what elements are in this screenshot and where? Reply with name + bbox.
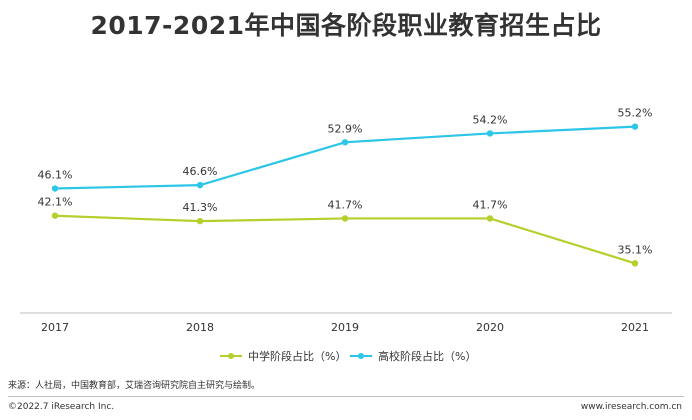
- x-tick-label-2019: 2019: [331, 321, 359, 334]
- data-label-2-2021: 55.2%: [618, 107, 653, 120]
- series-line-2: [54, 125, 636, 190]
- legend-label-2: 高校阶段占比（%）: [378, 349, 476, 363]
- data-point-1-2021: [631, 260, 639, 267]
- website: www.iresearch.com.cn: [580, 402, 682, 412]
- chart-title: 2017-2021年中国各阶段职业教育招生占比: [90, 11, 602, 40]
- series-line-1: [54, 214, 636, 265]
- data-label-1-2021: 35.1%: [618, 243, 653, 256]
- data-point-2-2021: [631, 123, 639, 130]
- legend-swatch-dot-1: [228, 353, 234, 359]
- x-tick-label-2018: 2018: [186, 321, 214, 334]
- footer-divider: [8, 396, 684, 397]
- data-label-2-2020: 54.2%: [473, 113, 508, 126]
- data-label-1-2019: 41.7%: [328, 198, 363, 211]
- data-point-1-2020: [486, 215, 494, 222]
- legend-swatch-dot-2: [358, 353, 364, 359]
- data-label-2-2017: 46.1%: [38, 169, 73, 182]
- data-point-2-2020: [486, 130, 494, 137]
- data-point-2-2017: [51, 185, 59, 192]
- data-point-2-2019: [341, 139, 349, 146]
- x-tick-label-2020: 2020: [476, 321, 504, 334]
- copyright: ©2022.7 iResearch Inc.: [8, 402, 115, 412]
- data-label-1-2018: 41.3%: [183, 201, 218, 214]
- data-point-1-2018: [196, 217, 204, 225]
- x-tick-label-2017: 2017: [41, 321, 69, 334]
- legend-label-1: 中学阶段占比（%）: [248, 349, 346, 363]
- data-label-2-2018: 46.6%: [183, 165, 218, 178]
- data-label-2-2019: 52.9%: [328, 122, 363, 135]
- data-label-1-2020: 41.7%: [473, 198, 508, 211]
- data-point-1-2017: [51, 212, 59, 219]
- source-note: 来源：人社局，中国教育部，艾瑞咨询研究院自主研究与绘制。: [8, 381, 261, 391]
- data-point-1-2019: [341, 215, 349, 222]
- data-point-2-2018: [196, 181, 204, 189]
- x-tick-label-2021: 2021: [621, 321, 649, 334]
- data-label-1-2017: 42.1%: [38, 196, 73, 209]
